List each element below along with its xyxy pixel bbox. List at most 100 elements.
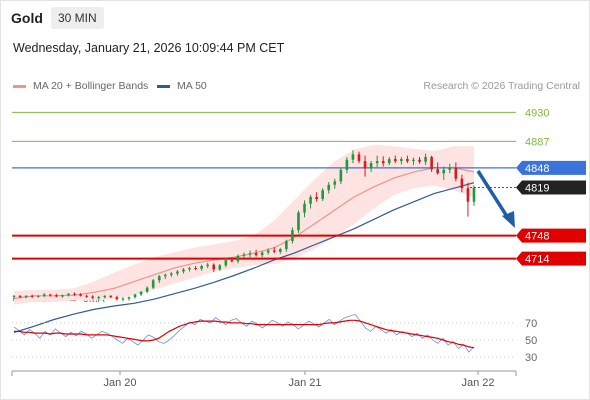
candle-body bbox=[145, 287, 149, 292]
candle-body bbox=[103, 295, 107, 298]
candle-body bbox=[188, 268, 191, 270]
legend-ma50: MA 50 bbox=[157, 80, 207, 92]
candle-body bbox=[466, 188, 470, 202]
candle-body bbox=[387, 159, 391, 164]
trend-arrow-shaft bbox=[476, 170, 510, 219]
candle-body bbox=[151, 280, 155, 288]
candle-body bbox=[254, 253, 258, 256]
candle-body bbox=[363, 161, 367, 169]
candle-body bbox=[442, 169, 446, 174]
candle-body bbox=[327, 184, 331, 191]
ma50-line bbox=[13, 182, 475, 333]
candle-body bbox=[333, 181, 337, 185]
candle-body bbox=[164, 274, 167, 277]
candle-body bbox=[176, 271, 179, 274]
level-tag-4819 bbox=[516, 180, 586, 195]
candle-body bbox=[157, 276, 161, 281]
candle-body bbox=[309, 196, 312, 204]
candle-body bbox=[460, 178, 464, 189]
level-label-4848: 4848 bbox=[525, 163, 549, 175]
candle-body bbox=[266, 250, 270, 253]
rsi-panel: 70 50 30 bbox=[12, 313, 537, 364]
candle-body bbox=[472, 187, 476, 202]
candle-body bbox=[381, 161, 385, 164]
candle-body bbox=[133, 294, 137, 298]
bollinger-band-layer bbox=[14, 144, 474, 305]
time-label-0: Jan 20 bbox=[103, 377, 136, 389]
rsi-ma-line bbox=[14, 319, 475, 349]
candle-body bbox=[430, 157, 433, 170]
ma50-label: MA 50 bbox=[177, 80, 207, 92]
candle-body bbox=[182, 269, 185, 272]
candle-body bbox=[18, 295, 22, 298]
candle-body bbox=[127, 297, 131, 299]
candle-body bbox=[109, 295, 113, 298]
candle-body bbox=[85, 295, 88, 297]
candle-body bbox=[406, 159, 409, 162]
candle-body bbox=[260, 252, 264, 256]
instrument-title: Gold bbox=[11, 10, 43, 26]
candle-body bbox=[285, 240, 288, 250]
candle-body bbox=[291, 230, 294, 241]
candle-body bbox=[454, 167, 458, 179]
candle-body bbox=[67, 293, 70, 296]
timeframe-button[interactable]: 30 MIN bbox=[51, 7, 104, 29]
ma50-swatch bbox=[157, 84, 170, 88]
rsi-line bbox=[13, 313, 475, 353]
candle-body bbox=[321, 190, 324, 199]
rsi-guide-label-50: 50 bbox=[525, 335, 537, 347]
candle-body bbox=[12, 295, 16, 297]
candle-body bbox=[36, 295, 40, 297]
candle-body bbox=[400, 159, 403, 162]
candle-body bbox=[375, 161, 379, 164]
candle-body bbox=[218, 265, 222, 270]
candle-body bbox=[55, 295, 58, 297]
candle-body bbox=[418, 159, 421, 162]
candle-body bbox=[448, 167, 452, 170]
candle-body bbox=[49, 294, 52, 296]
candle-body bbox=[248, 253, 252, 255]
candle-body bbox=[315, 196, 318, 199]
time-label-2: Jan 22 bbox=[461, 377, 494, 389]
candle-body bbox=[42, 294, 46, 296]
bollinger-band bbox=[14, 144, 474, 305]
candle-body bbox=[303, 203, 306, 213]
candle-body bbox=[121, 298, 125, 300]
level-label-4887: 4887 bbox=[525, 136, 549, 148]
trend-arrow-layer bbox=[476, 170, 515, 228]
rsi-guide-label-70: 70 bbox=[525, 318, 537, 330]
candle-body bbox=[30, 295, 34, 297]
candle-body bbox=[436, 169, 439, 174]
candle-body bbox=[236, 255, 240, 262]
candle-body bbox=[170, 273, 173, 275]
candle-body bbox=[230, 259, 234, 262]
candle-body bbox=[339, 169, 343, 182]
candle-body bbox=[272, 250, 276, 252]
trend-arrow-head bbox=[502, 211, 515, 228]
candle-body bbox=[242, 254, 246, 256]
level-tag-4848 bbox=[516, 160, 586, 175]
candle-body bbox=[224, 259, 228, 266]
candle-body bbox=[424, 157, 427, 162]
candle-body bbox=[194, 268, 197, 270]
level-tag-4714 bbox=[516, 251, 586, 266]
candles-layer bbox=[12, 150, 476, 302]
candle-body bbox=[91, 296, 94, 298]
ma20-swatch bbox=[13, 84, 26, 88]
candle-body bbox=[412, 159, 415, 162]
level-label-4748: 4748 bbox=[525, 231, 549, 243]
candle-body bbox=[351, 154, 355, 160]
price-levels-layer: 4930 4887 4848 4819 4748 4714 bbox=[12, 107, 586, 266]
candle-body bbox=[200, 266, 203, 269]
candle-body bbox=[79, 294, 82, 296]
time-axis: Jan 20 Jan 21 Jan 22 bbox=[11, 370, 517, 389]
candle-body bbox=[369, 163, 373, 169]
ma20-label: MA 20 + Bollinger Bands bbox=[33, 80, 149, 92]
candle-body bbox=[97, 297, 101, 299]
candle-body bbox=[206, 264, 209, 267]
candle-body bbox=[345, 159, 349, 170]
candle-body bbox=[73, 293, 76, 295]
candle-body bbox=[61, 295, 64, 297]
level-label-4714: 4714 bbox=[525, 254, 549, 266]
candle-body bbox=[24, 295, 28, 298]
